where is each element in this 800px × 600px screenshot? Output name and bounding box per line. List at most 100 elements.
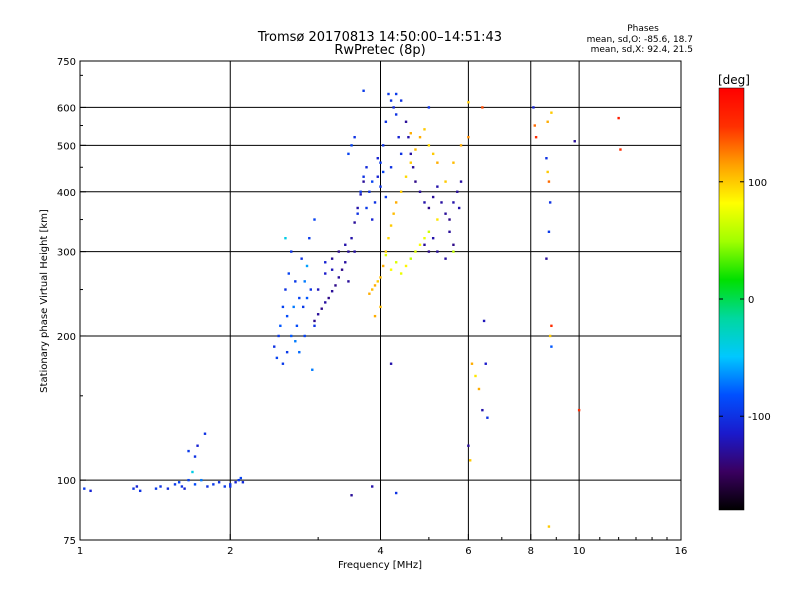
data-point [411, 166, 415, 169]
data-point [173, 483, 177, 486]
data-point [414, 180, 417, 183]
data-point [316, 288, 320, 291]
data-point [177, 481, 181, 484]
data-point [427, 144, 431, 147]
data-point [399, 152, 403, 156]
data-point [350, 144, 353, 147]
data-point [389, 99, 393, 102]
data-point [362, 180, 365, 183]
data-point [285, 314, 289, 318]
x-axis-ticks: 1 2 4 6 8 10 16 [77, 534, 688, 557]
data-point [138, 489, 142, 493]
data-point [301, 305, 305, 309]
data-point [404, 175, 408, 178]
data-point [409, 132, 412, 135]
data-point [431, 195, 435, 199]
data-point [234, 481, 237, 484]
data-point [392, 106, 395, 109]
data-point [313, 319, 316, 323]
x-tick-label: 4 [377, 546, 383, 557]
data-point [436, 161, 439, 164]
data-point [436, 250, 439, 253]
x-tick-label: 6 [465, 546, 471, 557]
y-tick-label: 200 [57, 332, 76, 343]
data-point [180, 485, 184, 488]
stats-title: Phases [627, 24, 659, 34]
data-point [379, 161, 382, 164]
data-point [467, 135, 470, 139]
data-point [456, 190, 459, 193]
data-point [371, 218, 374, 221]
data-point [548, 334, 552, 338]
y-tick-label: 500 [57, 141, 76, 152]
chart-title: Tromsø 20170813 14:50:00–14:51:43 [257, 30, 502, 45]
data-point [414, 250, 417, 253]
data-point [619, 148, 622, 151]
data-point [486, 416, 489, 419]
data-point [237, 478, 240, 482]
data-point [414, 148, 417, 151]
data-point [482, 319, 486, 323]
data-point [298, 296, 301, 300]
data-point [474, 374, 477, 378]
data-point [275, 356, 279, 360]
data-point [89, 489, 92, 493]
data-point [423, 128, 426, 131]
data-point [298, 350, 301, 354]
data-point [467, 101, 470, 104]
data-point [547, 180, 551, 183]
data-point [324, 272, 327, 275]
data-point [340, 268, 344, 271]
data-point [359, 190, 362, 193]
data-point [452, 243, 455, 246]
stats-line-o: mean, sd,O: -85.6, 18.7 [587, 35, 693, 45]
data-point [477, 387, 481, 391]
colorbar [719, 88, 744, 510]
data-point [330, 268, 334, 271]
x-tick-label: 10 [573, 546, 586, 557]
data-point [394, 261, 398, 264]
data-point [309, 288, 312, 291]
x-tick-label: 16 [675, 546, 688, 557]
data-point [371, 180, 374, 183]
data-point [187, 449, 190, 453]
data-point [371, 288, 374, 291]
data-point [418, 135, 422, 139]
data-point [212, 483, 215, 486]
data-point [467, 444, 470, 447]
colorbar-label: [deg] [718, 73, 750, 87]
data-point [384, 195, 388, 199]
data-point [83, 487, 86, 490]
data-point [166, 487, 170, 490]
data-point [547, 525, 551, 528]
colorbar-tick-label: 0 [748, 295, 754, 306]
data-point [427, 230, 431, 233]
data-point [381, 264, 385, 268]
data-point [290, 334, 293, 338]
data-point [457, 206, 461, 210]
data-point [387, 92, 390, 96]
data-point [546, 170, 549, 174]
data-point [423, 243, 426, 246]
data-point [533, 124, 536, 127]
data-point [468, 459, 472, 462]
data-point [548, 201, 552, 204]
x-tick-label: 1 [77, 546, 83, 557]
data-point [427, 250, 431, 253]
data-point [305, 296, 309, 300]
data-point [313, 218, 316, 221]
data-point [279, 324, 282, 328]
data-point [229, 485, 232, 488]
data-point [545, 157, 548, 160]
grid-lines [80, 61, 681, 540]
data-point [546, 120, 549, 123]
data-point [284, 236, 287, 240]
data-point [444, 257, 447, 260]
data-point [532, 106, 535, 109]
colorbar-tick-label: 100 [748, 178, 767, 189]
data-point [316, 313, 320, 316]
data-point [327, 296, 330, 300]
data-point [300, 257, 303, 260]
colorbar-tick-label: -100 [748, 412, 771, 423]
data-point [362, 89, 365, 92]
